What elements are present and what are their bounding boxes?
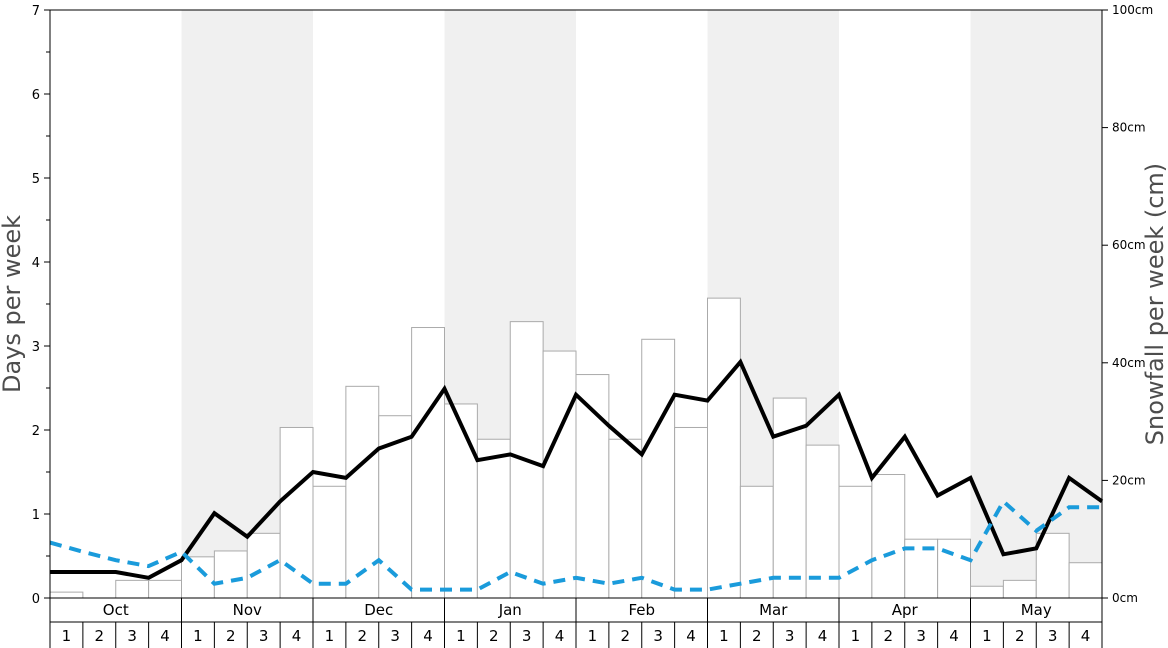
right-tick-label: 20cm xyxy=(1112,473,1146,487)
snowfall-bar xyxy=(345,385,380,599)
snowfall-bar xyxy=(148,579,182,599)
dashed-line-series xyxy=(49,498,1102,592)
snowfall-bar xyxy=(49,591,84,599)
month-shade xyxy=(970,10,1102,598)
snowfall-bar xyxy=(246,532,281,599)
right-tick-label: 40cm xyxy=(1112,356,1146,370)
week-label: 2 xyxy=(621,627,631,645)
week-label: 1 xyxy=(719,627,729,645)
snowfall-bar xyxy=(279,426,314,599)
left-tick-label: 0 xyxy=(32,592,40,607)
x-axis-table: Oct 1 2 3 4 Nov 1 2 3 4 Dec 1 2 3 4 Jan 1 2 3 4 Feb 1 2 3 4 Mar 1 2… xyxy=(49,598,1103,648)
left-tick-label: 1 xyxy=(32,508,40,523)
snowfall-bar xyxy=(641,338,676,599)
snowfall-bar xyxy=(115,579,150,599)
snowfall-bar xyxy=(1002,579,1037,599)
snowfall-bar xyxy=(181,556,215,599)
week-label: 4 xyxy=(555,627,565,645)
snowfall-bar xyxy=(1035,532,1070,599)
snowfall-bar xyxy=(707,297,741,599)
month-label: Feb xyxy=(628,601,655,619)
snowfall-bar xyxy=(937,538,971,599)
snowfall-bar xyxy=(838,485,873,599)
snowfall-bar xyxy=(674,426,708,599)
snowfall-bar xyxy=(805,444,840,599)
snowfall-bar xyxy=(444,403,478,599)
snowfall-bar xyxy=(312,485,347,599)
week-label: 2 xyxy=(1015,627,1025,645)
month-label: Dec xyxy=(364,601,393,619)
week-label: 3 xyxy=(785,627,795,645)
week-label: 3 xyxy=(259,627,269,645)
month-label: May xyxy=(1021,601,1052,619)
snowfall-bar xyxy=(213,550,248,599)
week-label: 4 xyxy=(686,627,696,645)
snowfall-bar xyxy=(476,438,511,599)
week-label: 2 xyxy=(95,627,105,645)
left-tick-label: 6 xyxy=(32,88,40,103)
left-tick-label: 2 xyxy=(32,424,40,439)
left-tick-label: 3 xyxy=(32,340,40,355)
week-label: 1 xyxy=(588,627,598,645)
snowfall-bar xyxy=(970,585,1004,599)
snowfall-bar xyxy=(871,474,906,599)
week-label: 2 xyxy=(358,627,368,645)
left-axis: 0 1 2 3 4 5 6 7 xyxy=(32,4,50,607)
week-label: 1 xyxy=(456,627,466,645)
solid-line-series xyxy=(50,358,1104,580)
week-label: 4 xyxy=(292,627,302,645)
month-label: Mar xyxy=(759,601,788,619)
days-lines xyxy=(49,358,1104,592)
week-label: 3 xyxy=(916,627,926,645)
month-label: Oct xyxy=(103,601,129,619)
week-label: 1 xyxy=(851,627,861,645)
week-label: 1 xyxy=(982,627,992,645)
week-label: 4 xyxy=(1081,627,1091,645)
week-label: 1 xyxy=(193,627,203,645)
right-axis: 0cm 20cm 40cm 60cm 80cm 100cm xyxy=(1102,3,1153,605)
month-shading xyxy=(181,10,1102,598)
week-label: 3 xyxy=(522,627,532,645)
week-label: 2 xyxy=(884,627,894,645)
month-label: Jan xyxy=(498,601,522,619)
month-label: Apr xyxy=(892,601,919,619)
week-label: 2 xyxy=(226,627,236,645)
week-label: 1 xyxy=(325,627,335,645)
month-label: Nov xyxy=(233,601,262,619)
left-tick-label: 5 xyxy=(32,172,40,187)
week-label: 4 xyxy=(949,627,959,645)
week-label: 4 xyxy=(160,627,170,645)
week-label: 2 xyxy=(752,627,762,645)
week-label: 3 xyxy=(390,627,400,645)
right-tick-label: 100cm xyxy=(1112,3,1153,17)
left-tick-label: 4 xyxy=(32,256,40,271)
week-label: 3 xyxy=(127,627,137,645)
right-axis-title: Snowfall per week (cm) xyxy=(1141,163,1168,445)
week-label: 1 xyxy=(62,627,72,645)
left-axis-title: Days per week xyxy=(0,215,26,393)
snowfall-bar xyxy=(542,350,577,599)
snowfall-bar xyxy=(411,327,445,599)
snowfall-bar xyxy=(1068,562,1103,599)
left-tick-label: 7 xyxy=(32,4,40,19)
week-label: 2 xyxy=(489,627,499,645)
right-tick-label: 0cm xyxy=(1112,591,1138,605)
week-label: 3 xyxy=(653,627,663,645)
right-tick-label: 80cm xyxy=(1112,121,1146,135)
snowfall-bar xyxy=(608,438,643,599)
week-label: 4 xyxy=(423,627,433,645)
week-label: 4 xyxy=(818,627,828,645)
week-label: 3 xyxy=(1048,627,1058,645)
right-tick-label: 60cm xyxy=(1112,238,1146,252)
